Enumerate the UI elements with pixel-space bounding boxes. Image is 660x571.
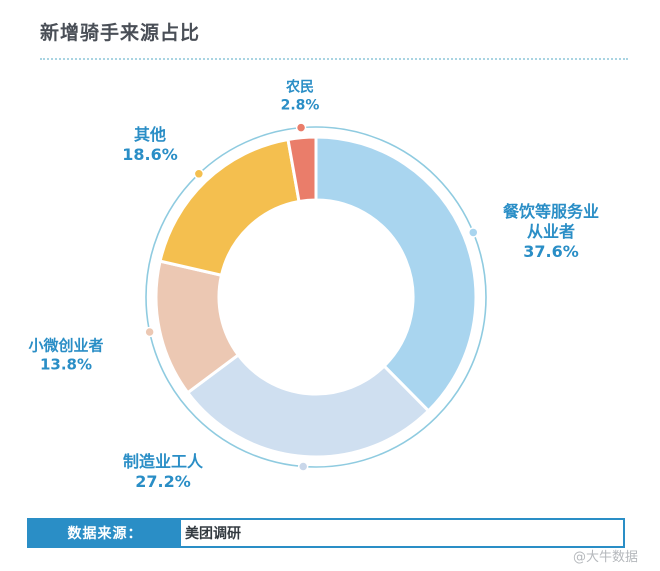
donut-slice	[314, 135, 478, 413]
slice-label-name: 小微创业者	[28, 336, 104, 355]
slice-marker-dot	[144, 326, 155, 338]
slice-label-percent: 13.8%	[39, 355, 93, 373]
data-source-value: 美团调研	[185, 526, 241, 542]
data-source-bar: 数据来源： 美团调研	[27, 518, 625, 548]
slice-label-name: 农民	[286, 79, 314, 96]
slice-label-name: 餐饮等服务业	[502, 202, 599, 221]
slice-marker-dot	[193, 168, 205, 180]
data-source-label: 数据来源：	[29, 520, 181, 546]
slice-marker-dot	[297, 461, 309, 472]
watermark: @大牛数据	[572, 550, 638, 565]
chart-title: 新增骑手来源占比	[40, 22, 201, 44]
slice-label-name: 制造业工人	[122, 452, 203, 471]
slice-label: 餐饮等服务业 从业者 37.6%	[476, 202, 626, 262]
slice-label-percent: 18.6%	[122, 145, 178, 164]
slice-label: 制造业工人 27.2%	[103, 452, 223, 492]
title-divider	[40, 58, 628, 60]
donut-chart	[144, 122, 487, 472]
slice-label-percent: 2.8%	[280, 97, 320, 113]
slice-label-name: 其他	[133, 125, 166, 144]
slice-label: 其他 18.6%	[110, 125, 190, 165]
slice-marker-dot	[295, 122, 307, 133]
donut-slice	[185, 352, 431, 459]
slice-label-percent: 37.6%	[523, 242, 579, 261]
slice-label-name: 从业者	[526, 222, 575, 241]
slice-label-percent: 27.2%	[135, 472, 191, 491]
slice-marker-dot	[468, 227, 479, 238]
guide-ring	[145, 126, 487, 468]
slice-label: 农民 2.8%	[260, 80, 340, 115]
slice-label: 小微创业者 13.8%	[6, 336, 126, 374]
donut-slice	[286, 135, 318, 204]
